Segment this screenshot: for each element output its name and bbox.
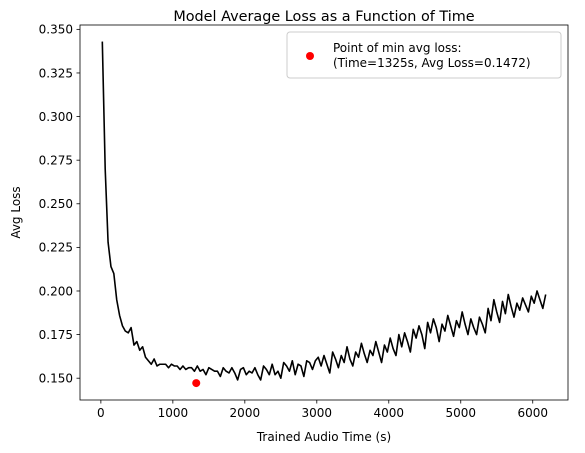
- legend: Point of min avg loss: (Time=1325s, Avg L…: [286, 31, 562, 79]
- legend-label-min-loss: Point of min avg loss: (Time=1325s, Avg L…: [333, 41, 531, 70]
- x-tick-label: 1000: [158, 406, 189, 420]
- plot-frame: [79, 24, 569, 401]
- y-tick-label: 0.225: [39, 241, 73, 255]
- x-axis-label: Trained Audio Time (s): [256, 430, 391, 444]
- x-tick-label: 4000: [374, 406, 405, 420]
- x-tick-label: 2000: [230, 406, 261, 420]
- y-axis-ticks: 0.150 0.175 0.200 0.225 0.250 0.275 0.300 0.325…: [39, 23, 80, 385]
- y-tick-label: 0.250: [39, 197, 73, 211]
- legend-box: [286, 31, 562, 79]
- x-tick-label: 5000: [445, 406, 476, 420]
- y-tick-label: 0.300: [39, 110, 73, 124]
- y-tick-label: 0.350: [39, 23, 73, 37]
- plot-data: [101, 41, 547, 388]
- legend-marker-min-loss: [306, 52, 314, 60]
- min-loss-point: [192, 379, 201, 388]
- chart-title: Model Average Loss as a Function of Time: [173, 9, 474, 25]
- y-tick-label: 0.200: [39, 284, 73, 298]
- x-tick-label: 6000: [517, 406, 548, 420]
- y-tick-label: 0.150: [39, 371, 73, 385]
- y-tick-label: 0.325: [39, 66, 73, 80]
- x-axis-ticks: 0 1000 2000 3000 4000 5000 6000: [97, 400, 548, 420]
- y-tick-label: 0.275: [39, 153, 73, 167]
- y-axis-label: Avg Loss: [9, 186, 23, 238]
- y-tick-label: 0.175: [39, 328, 73, 342]
- loss-line: [101, 41, 547, 381]
- x-tick-label: 0: [97, 406, 105, 420]
- legend-label-line: (Time=1325s, Avg Loss=0.1472): [333, 56, 531, 70]
- x-tick-label: 3000: [302, 406, 333, 420]
- legend-label-line: Point of min avg loss:: [333, 41, 462, 55]
